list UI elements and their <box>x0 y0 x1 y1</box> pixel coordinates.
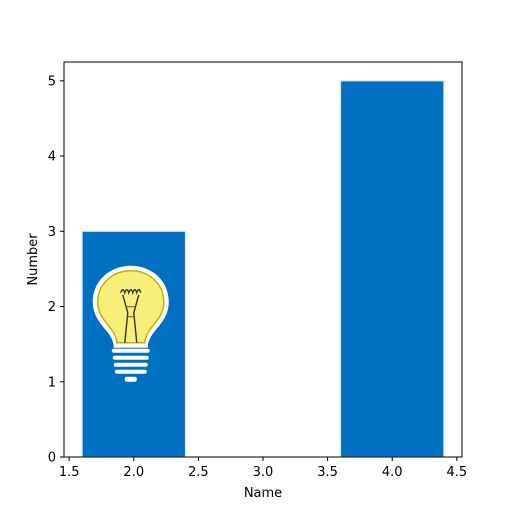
y-tick-label: 4 <box>48 150 56 165</box>
lightbulb-graphic <box>92 265 169 382</box>
lightbulb-icon <box>92 265 169 382</box>
x-tick-label: 2.0 <box>123 465 144 480</box>
x-tick-label: 4.0 <box>382 465 403 480</box>
x-tick-label: 1.5 <box>59 465 80 480</box>
y-axis: 0 1 2 3 4 5 <box>48 74 64 466</box>
y-tick-label: 1 <box>48 375 56 390</box>
bar <box>339 80 445 458</box>
y-tick-label: 0 <box>48 451 56 466</box>
x-tick-label: 3.5 <box>317 465 338 480</box>
y-axis-label: Number <box>26 233 41 286</box>
y-tick-label: 3 <box>48 225 56 240</box>
x-tick-label: 4.5 <box>446 465 467 480</box>
x-tick-label: 2.5 <box>188 465 209 480</box>
x-tick-label: 3.0 <box>253 465 274 480</box>
x-axis-label: Name <box>244 486 282 501</box>
y-tick-label: 2 <box>48 300 56 315</box>
y-tick-label: 5 <box>48 74 56 89</box>
x-axis: 1.5 2.0 2.5 3.0 3.5 4.0 4.5 <box>59 457 467 480</box>
